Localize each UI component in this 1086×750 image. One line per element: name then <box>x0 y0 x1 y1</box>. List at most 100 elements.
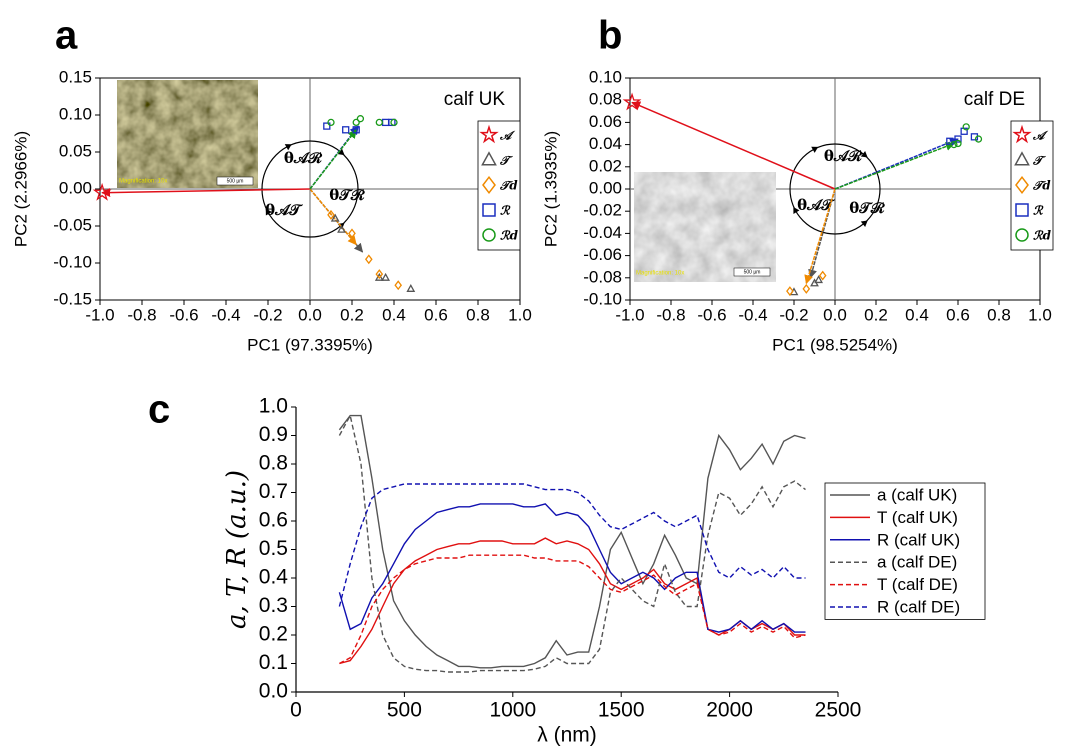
y-tick-label: 0.8 <box>259 452 288 475</box>
x-tick-label: -1.0 <box>85 305 114 324</box>
angle-arrowhead <box>811 146 819 153</box>
y-tick-label: 0.7 <box>259 480 288 503</box>
y-tick-label: -0.15 <box>53 289 92 308</box>
inset-caption: Magnification: 10x <box>119 179 167 185</box>
point <box>327 209 335 220</box>
angle-label: θ𝒯ℛ <box>329 186 365 204</box>
panel-label: b <box>598 14 622 58</box>
legend-box <box>1010 120 1054 251</box>
x-axis-label: λ (nm) <box>537 724 597 747</box>
x-axis-label: PC1 (98.5254%) <box>772 335 898 354</box>
spectrum-line <box>339 554 806 665</box>
point <box>482 228 496 242</box>
angle-arrowhead <box>265 208 272 216</box>
panel-label: c <box>148 388 170 432</box>
point <box>348 228 356 239</box>
legend-label: R (calf DE) <box>877 597 960 616</box>
point <box>950 140 958 149</box>
insets: Magnification: 10x 500 µm Magnification:… <box>117 80 776 282</box>
y-tick-label: 0.15 <box>59 67 92 86</box>
point <box>818 270 827 281</box>
loading-arrow <box>834 142 955 190</box>
angle-circle <box>789 143 881 235</box>
x-tick-label: -0.2 <box>253 305 282 324</box>
legend-label: a (calf DE) <box>877 553 957 572</box>
y-axis-label: PC2 (1.3935%) <box>541 131 560 247</box>
angle-arrowhead <box>860 151 868 158</box>
inset-scale: 500 µm <box>227 178 244 184</box>
point <box>479 124 499 144</box>
point <box>1015 175 1029 195</box>
x-tick-label: 1.0 <box>1028 305 1052 324</box>
inset-image <box>117 80 258 188</box>
x-tick-label: 0.2 <box>864 305 888 324</box>
point <box>375 118 383 127</box>
x-tick-label: 0.4 <box>382 305 406 324</box>
y-tick-label: 0.1 <box>259 651 288 674</box>
y-tick-label: -0.02 <box>583 201 622 220</box>
point <box>364 254 373 265</box>
loading-arrow <box>101 188 311 198</box>
x-tick-label: 0 <box>290 699 302 722</box>
y-tick-label: 0.9 <box>259 423 288 446</box>
point <box>352 118 360 127</box>
point <box>962 123 970 131</box>
y-tick-label: 0.4 <box>259 566 289 589</box>
x-tick-label: -0.4 <box>211 305 240 324</box>
point <box>482 203 496 217</box>
point <box>374 272 384 281</box>
x-tick-label: -0.4 <box>738 305 767 324</box>
y-tick-label: 0.04 <box>589 134 622 153</box>
x-tick-label: 0.6 <box>424 305 448 324</box>
spectrum-line <box>338 483 806 607</box>
loading-arrow <box>631 101 836 190</box>
legend-label: 𝒯d <box>1032 179 1051 193</box>
point <box>1012 124 1032 144</box>
angle-label: θ𝒜ℛ <box>824 147 862 165</box>
x-tick-label: 0.2 <box>340 305 364 324</box>
panel-label: a <box>55 14 78 58</box>
spectrum-line <box>338 414 806 669</box>
inset-image <box>634 172 776 282</box>
y-tick-label: 0.6 <box>259 509 288 532</box>
y-tick-label: -0.10 <box>583 289 622 308</box>
scale-bar <box>216 176 254 186</box>
angle-label: θ𝒜ℛ <box>284 149 322 167</box>
y-tick-label: 0.3 <box>259 594 288 617</box>
y-tick-label: 0.10 <box>589 67 622 86</box>
scale-bar <box>733 267 771 277</box>
point <box>330 213 340 222</box>
angle-arrowhead <box>793 207 800 215</box>
point <box>375 269 384 280</box>
angle-circle <box>261 140 359 238</box>
point <box>622 92 642 111</box>
point <box>337 224 346 233</box>
x-tick-label: 0.0 <box>298 305 322 324</box>
x-tick-label: -0.6 <box>169 305 198 324</box>
point <box>342 126 350 134</box>
y-tick-label: -0.05 <box>53 215 92 234</box>
x-tick-label: -0.8 <box>127 305 156 324</box>
point <box>954 135 962 143</box>
x-tick-label: 500 <box>387 699 422 722</box>
point <box>388 118 396 127</box>
point <box>394 280 403 291</box>
loading-arrow <box>309 129 357 190</box>
inset-caption: Magnification: 10x <box>636 271 684 277</box>
point <box>390 118 398 127</box>
point <box>92 182 112 201</box>
y-tick-label: 0.06 <box>589 112 622 131</box>
point <box>381 118 390 127</box>
point <box>974 135 983 143</box>
legend-box <box>477 120 521 251</box>
y-tick-label: -0.04 <box>583 223 622 242</box>
x-tick-label: 0.4 <box>905 305 929 324</box>
angle-arrowhead <box>284 144 292 151</box>
spectrum-line <box>338 413 806 673</box>
point <box>802 283 811 294</box>
y-tick-label: 0.00 <box>59 178 92 197</box>
point <box>482 175 496 195</box>
x-tick-label: 1.0 <box>508 305 532 324</box>
